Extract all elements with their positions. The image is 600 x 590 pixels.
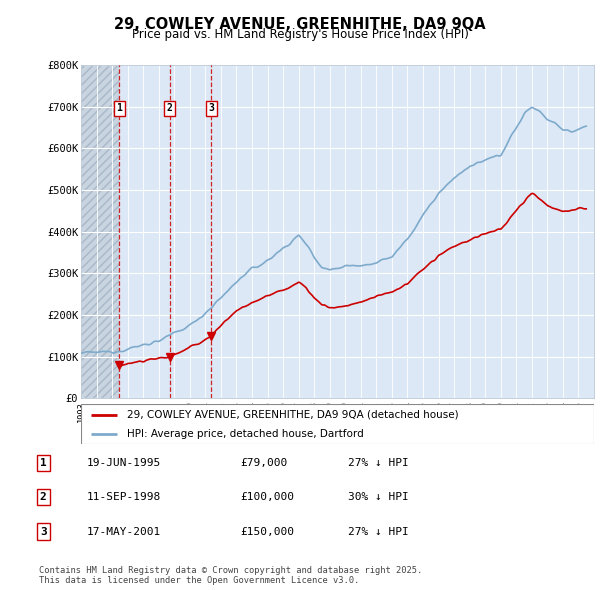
Text: 29, COWLEY AVENUE, GREENHITHE, DA9 9QA: 29, COWLEY AVENUE, GREENHITHE, DA9 9QA <box>114 17 486 31</box>
Text: 2: 2 <box>167 103 173 113</box>
FancyBboxPatch shape <box>81 404 594 444</box>
Text: Contains HM Land Registry data © Crown copyright and database right 2025.
This d: Contains HM Land Registry data © Crown c… <box>39 566 422 585</box>
Text: 1: 1 <box>40 458 47 468</box>
Text: 1: 1 <box>116 103 122 113</box>
Text: HPI: Average price, detached house, Dartford: HPI: Average price, detached house, Dart… <box>127 429 364 438</box>
Bar <box>81 65 119 398</box>
Text: 27% ↓ HPI: 27% ↓ HPI <box>348 458 409 468</box>
Text: 30% ↓ HPI: 30% ↓ HPI <box>348 493 409 502</box>
Text: 11-SEP-1998: 11-SEP-1998 <box>87 493 161 502</box>
Text: £150,000: £150,000 <box>240 527 294 536</box>
Text: 3: 3 <box>40 527 47 536</box>
Text: 17-MAY-2001: 17-MAY-2001 <box>87 527 161 536</box>
Text: Price paid vs. HM Land Registry's House Price Index (HPI): Price paid vs. HM Land Registry's House … <box>131 28 469 41</box>
Text: £79,000: £79,000 <box>240 458 287 468</box>
Bar <box>81 65 119 398</box>
Text: £100,000: £100,000 <box>240 493 294 502</box>
Text: 27% ↓ HPI: 27% ↓ HPI <box>348 527 409 536</box>
Text: 3: 3 <box>208 103 214 113</box>
Text: 29, COWLEY AVENUE, GREENHITHE, DA9 9QA (detached house): 29, COWLEY AVENUE, GREENHITHE, DA9 9QA (… <box>127 410 459 420</box>
Text: 19-JUN-1995: 19-JUN-1995 <box>87 458 161 468</box>
Text: 2: 2 <box>40 493 47 502</box>
